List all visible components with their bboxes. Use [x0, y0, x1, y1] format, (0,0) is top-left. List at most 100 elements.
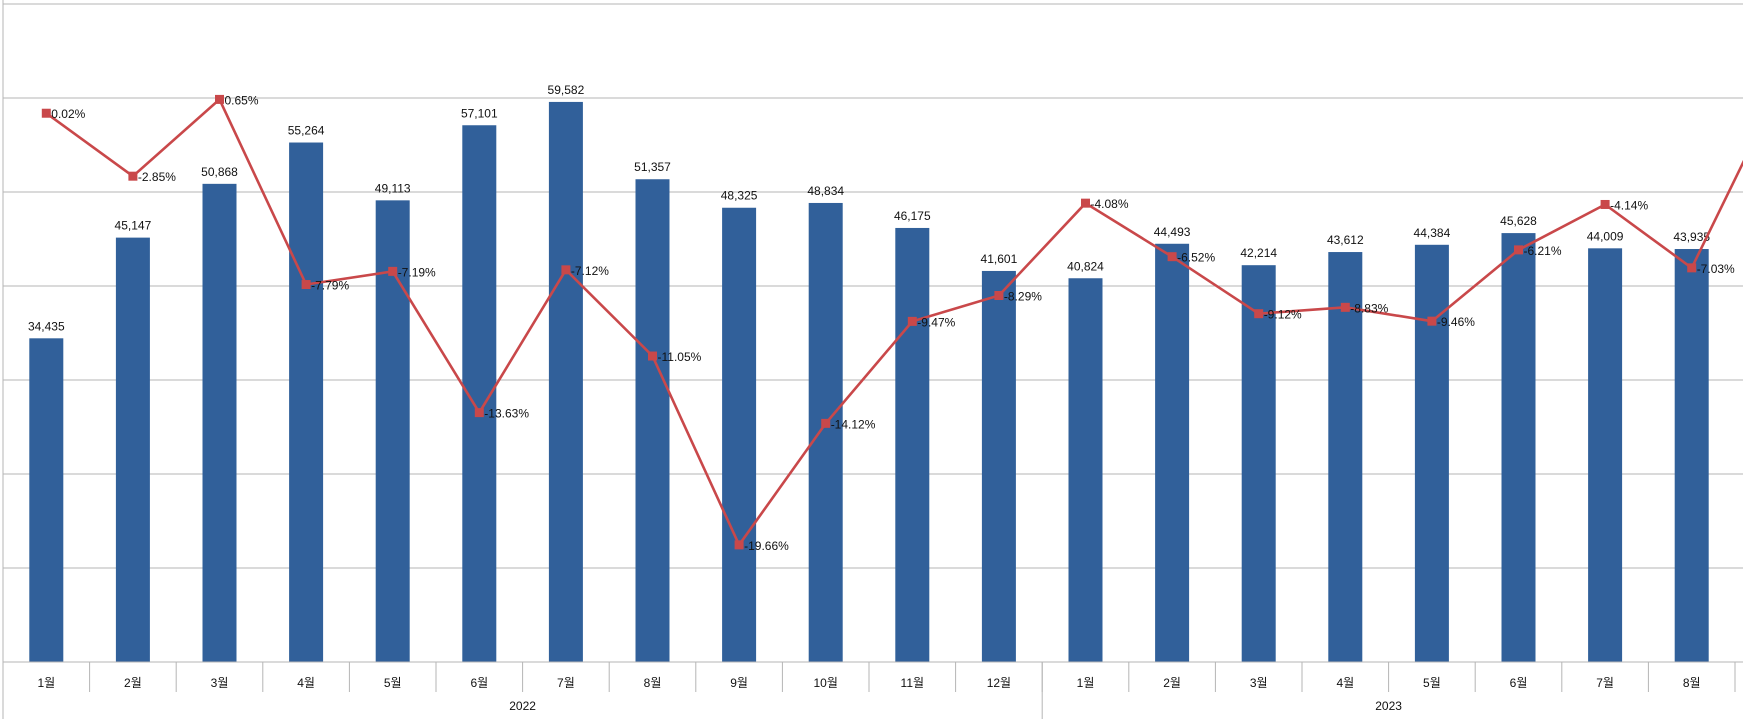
line-marker — [994, 290, 1004, 300]
bar-data-labels: 34,435 45,147 50,868 55,264 49,113 57,101 59,5… — [28, 83, 1710, 333]
line-data-labels: 0.02% -2.85% 0.65% -7.79% -7.19% -13.63% -7.12… — [51, 93, 1735, 552]
line-value-label: -9.47% — [917, 315, 955, 329]
bar-value-label: 59,582 — [548, 83, 585, 97]
line-marker — [474, 408, 484, 418]
bar-value-label: 44,009 — [1587, 229, 1624, 243]
x-tick-label: 12월 — [987, 676, 1011, 690]
bar — [1068, 278, 1103, 662]
line-marker — [1254, 309, 1264, 319]
bar — [1588, 248, 1623, 662]
line-marker — [128, 171, 138, 181]
x-tick-label: 1월 — [1077, 676, 1095, 690]
bar-value-label: 44,384 — [1414, 226, 1451, 240]
bar — [895, 227, 930, 662]
line-marker — [41, 108, 51, 118]
line-marker — [1687, 263, 1697, 273]
line-marker — [561, 265, 571, 275]
x-tick-label: 8월 — [644, 676, 662, 690]
bar — [115, 237, 150, 662]
line-marker — [1167, 252, 1177, 262]
line-value-label: -8.29% — [1004, 289, 1042, 303]
x-tick-label: 6월 — [1510, 676, 1528, 690]
line-value-label: 0.65% — [225, 93, 259, 107]
bar — [375, 200, 410, 662]
bar-value-label: 43,612 — [1327, 233, 1364, 247]
x-tick-label: 10월 — [814, 676, 838, 690]
bar-value-label: 57,101 — [461, 106, 498, 120]
bar — [808, 202, 843, 663]
line-marker — [301, 280, 311, 290]
line-value-label: -6.52% — [1177, 251, 1215, 265]
x-tick-label: 7월 — [1596, 676, 1614, 690]
bar — [548, 101, 583, 662]
line-marker — [1340, 302, 1350, 312]
x-tick-label: 7월 — [557, 676, 575, 690]
x-tick-label: 2월 — [1163, 676, 1181, 690]
bar-value-label: 51,357 — [634, 160, 671, 174]
bar-value-label: 48,325 — [721, 189, 758, 203]
bar-series — [29, 101, 1709, 663]
line-series — [41, 94, 1743, 550]
x-tick-label: 5월 — [1423, 676, 1441, 690]
bar-value-label: 48,834 — [807, 184, 844, 198]
line-marker — [821, 418, 831, 428]
bar-value-label: 44,493 — [1154, 225, 1191, 239]
line-value-label: -7.12% — [571, 264, 609, 278]
x-tick-label: 1월 — [37, 676, 55, 690]
bar-value-label: 34,435 — [28, 319, 65, 333]
bar — [635, 179, 670, 662]
x-group-label: 2022 — [509, 699, 536, 713]
line-value-label: -4.14% — [1610, 198, 1648, 212]
x-axis: 1월 2월 3월 4월 5월 6월 7월 8월 9월 10월 11월 12월 1월 2월 3월 4월 5월 6월 7… — [3, 661, 1743, 719]
bar — [1328, 252, 1363, 663]
line-value-label: -19.66% — [744, 539, 789, 553]
x-tick-label: 3월 — [211, 676, 229, 690]
bar — [1241, 265, 1276, 662]
bar — [1155, 243, 1190, 662]
bar — [202, 183, 237, 662]
bar — [289, 142, 324, 662]
bar — [1674, 249, 1709, 663]
line-marker — [1427, 316, 1437, 326]
line-value-label: -7.03% — [1697, 262, 1735, 276]
line-marker — [648, 351, 657, 361]
line-value-label: 0.02% — [51, 107, 85, 121]
line-value-label: -13.63% — [484, 407, 529, 421]
x-tick-label: 2월 — [124, 676, 142, 690]
line-marker — [1081, 198, 1090, 208]
x-tick-label: 11월 — [901, 676, 925, 690]
line-marker — [388, 266, 398, 276]
bar-value-label: 55,264 — [288, 124, 325, 138]
line-marker — [215, 94, 224, 104]
bar — [1414, 244, 1449, 662]
bar-value-label: 49,113 — [375, 181, 411, 195]
line-value-label: -2.85% — [138, 170, 176, 184]
bar — [981, 270, 1016, 662]
line-value-label: -9.12% — [1264, 308, 1302, 322]
x-tick-label: 9월 — [730, 676, 748, 690]
x-tick-label: 5월 — [384, 676, 402, 690]
line-marker — [734, 540, 744, 550]
x-tick-label: 4월 — [1336, 676, 1354, 690]
x-tick-label: 3월 — [1250, 676, 1268, 690]
bar — [722, 207, 757, 662]
bar-value-label: 43,935 — [1673, 230, 1710, 244]
line-marker — [1600, 199, 1610, 209]
bar — [1501, 233, 1536, 662]
line-value-label: -6.21% — [1524, 244, 1562, 258]
x-group-label: 2023 — [1375, 699, 1402, 713]
line-value-label: -8.83% — [1350, 301, 1388, 315]
bar-value-label: 46,175 — [894, 209, 931, 223]
line-value-label: -14.12% — [831, 417, 876, 431]
line-value-label: -11.05% — [658, 350, 702, 364]
line-marker — [907, 316, 917, 326]
bar-value-label: 41,601 — [981, 252, 1018, 266]
x-tick-label: 6월 — [470, 676, 488, 690]
x-tick-label: 4월 — [297, 676, 315, 690]
bar — [29, 338, 64, 662]
line-value-label: -4.08% — [1091, 197, 1129, 211]
bar-value-label: 45,147 — [115, 219, 152, 233]
x-tick-label: 8월 — [1683, 676, 1701, 690]
